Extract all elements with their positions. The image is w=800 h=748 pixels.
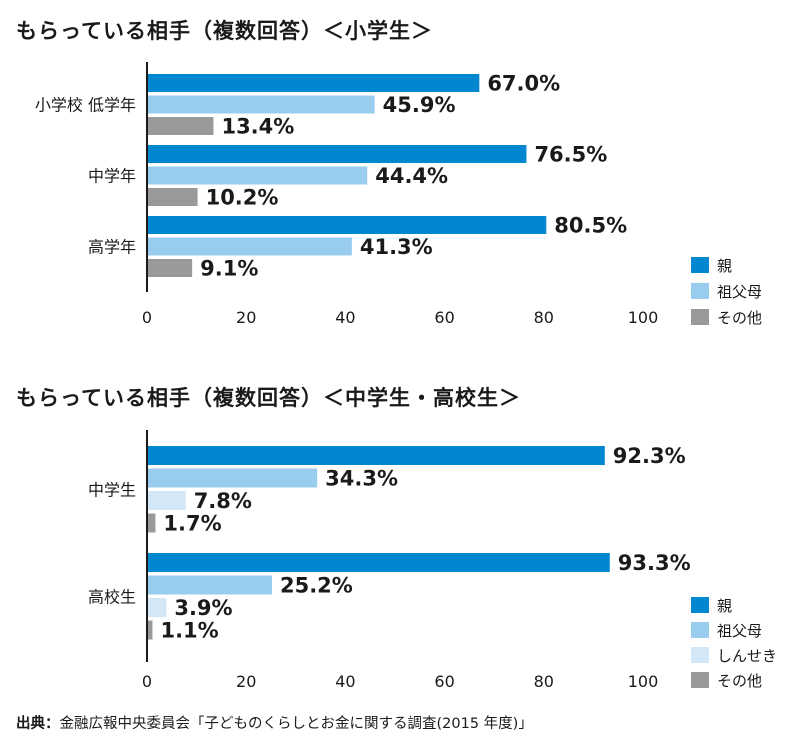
data-label: 25.2%: [280, 574, 353, 598]
chart-secondary: 92.3% 34.3% 7.8%1.7% 中学生 93.3% 25.2% 3.9%1.1% 高…: [88, 430, 777, 691]
data-label: 44.4%: [375, 164, 448, 188]
source-label: 出典: [16, 716, 45, 732]
bar: [147, 74, 480, 92]
source-note: 出典：金融広報中央委員会「子どものくらしとお金に関する調査(2015 年度)」: [16, 712, 533, 733]
legend-label: 親: [717, 597, 732, 615]
legend-swatch: [691, 597, 709, 613]
data-label: 67.0%: [487, 72, 560, 96]
bar: [147, 491, 186, 510]
category-label: 小学校 低学年: [35, 96, 136, 115]
x-tick-label: 80: [534, 308, 554, 327]
data-label: 92.3%: [613, 444, 686, 468]
data-label: 80.5%: [554, 214, 627, 238]
bar: [147, 95, 375, 114]
data-label: 1.7%: [163, 512, 221, 536]
data-label: 41.3%: [360, 235, 433, 259]
data-label: 13.4%: [221, 115, 294, 139]
category-label: 高校生: [88, 587, 136, 606]
bar: [147, 117, 214, 135]
x-tick-label: 40: [335, 672, 355, 691]
x-tick-label: 60: [434, 308, 454, 327]
category-label: 中学生: [88, 480, 136, 499]
x-tick-label: 20: [236, 672, 256, 691]
category-label: 中学年: [88, 167, 136, 186]
bar: [147, 575, 272, 595]
legend-swatch: [691, 672, 709, 688]
legend-label: 祖父母: [717, 622, 762, 640]
x-tick-label: 40: [335, 308, 355, 327]
x-tick-label: 20: [236, 308, 256, 327]
bar: [147, 468, 318, 488]
data-label: 3.9%: [174, 596, 232, 620]
category-label: 高学年: [88, 238, 136, 257]
chart-elementary: 67.0% 45.9% 13.4% 小学校 低学年 76.5% 44.4% 10.2% 中学年…: [35, 62, 762, 327]
legend-label: しんせき: [717, 647, 777, 665]
x-tick-label: 80: [534, 672, 554, 691]
legend-label: その他: [717, 672, 762, 690]
bar: [147, 620, 153, 640]
x-tick-label: 60: [434, 672, 454, 691]
legend-label: 祖父母: [717, 283, 762, 301]
data-label: 10.2%: [206, 186, 279, 210]
bar: [147, 237, 352, 256]
chart-title-secondary: もらっている相手（複数回答）＜中学生・高校生＞: [16, 386, 521, 410]
data-label: 93.3%: [618, 551, 691, 575]
data-label: 34.3%: [325, 467, 398, 491]
bar: [147, 166, 368, 185]
data-label: 9.1%: [200, 257, 258, 281]
bar: [147, 145, 527, 163]
data-label: 1.1%: [160, 619, 218, 643]
x-tick-label: 0: [142, 672, 152, 691]
bar: [147, 513, 156, 533]
bar: [147, 216, 547, 234]
data-label: 76.5%: [534, 143, 607, 167]
data-label: 45.9%: [383, 93, 456, 117]
data-label: 7.8%: [194, 489, 252, 513]
legend-swatch: [691, 622, 709, 638]
legend-swatch: [691, 647, 709, 663]
bar: [147, 553, 610, 572]
x-tick-label: 100: [628, 308, 659, 327]
legend-swatch: [691, 257, 709, 273]
source-separator: ：: [45, 716, 60, 732]
legend-label: その他: [717, 309, 762, 327]
x-tick-label: 0: [142, 308, 152, 327]
x-tick-label: 100: [628, 672, 659, 691]
source-text: 金融広報中央委員会「子どものくらしとお金に関する調査(2015 年度)」: [59, 716, 533, 732]
chart-title-elementary: もらっている相手（複数回答）＜小学生＞: [16, 19, 433, 43]
bar: [147, 446, 605, 465]
legend-swatch: [691, 309, 709, 325]
legend-label: 親: [717, 257, 732, 275]
bar: [147, 598, 167, 617]
bar: [147, 259, 193, 277]
bar: [147, 188, 198, 206]
legend-swatch: [691, 283, 709, 299]
